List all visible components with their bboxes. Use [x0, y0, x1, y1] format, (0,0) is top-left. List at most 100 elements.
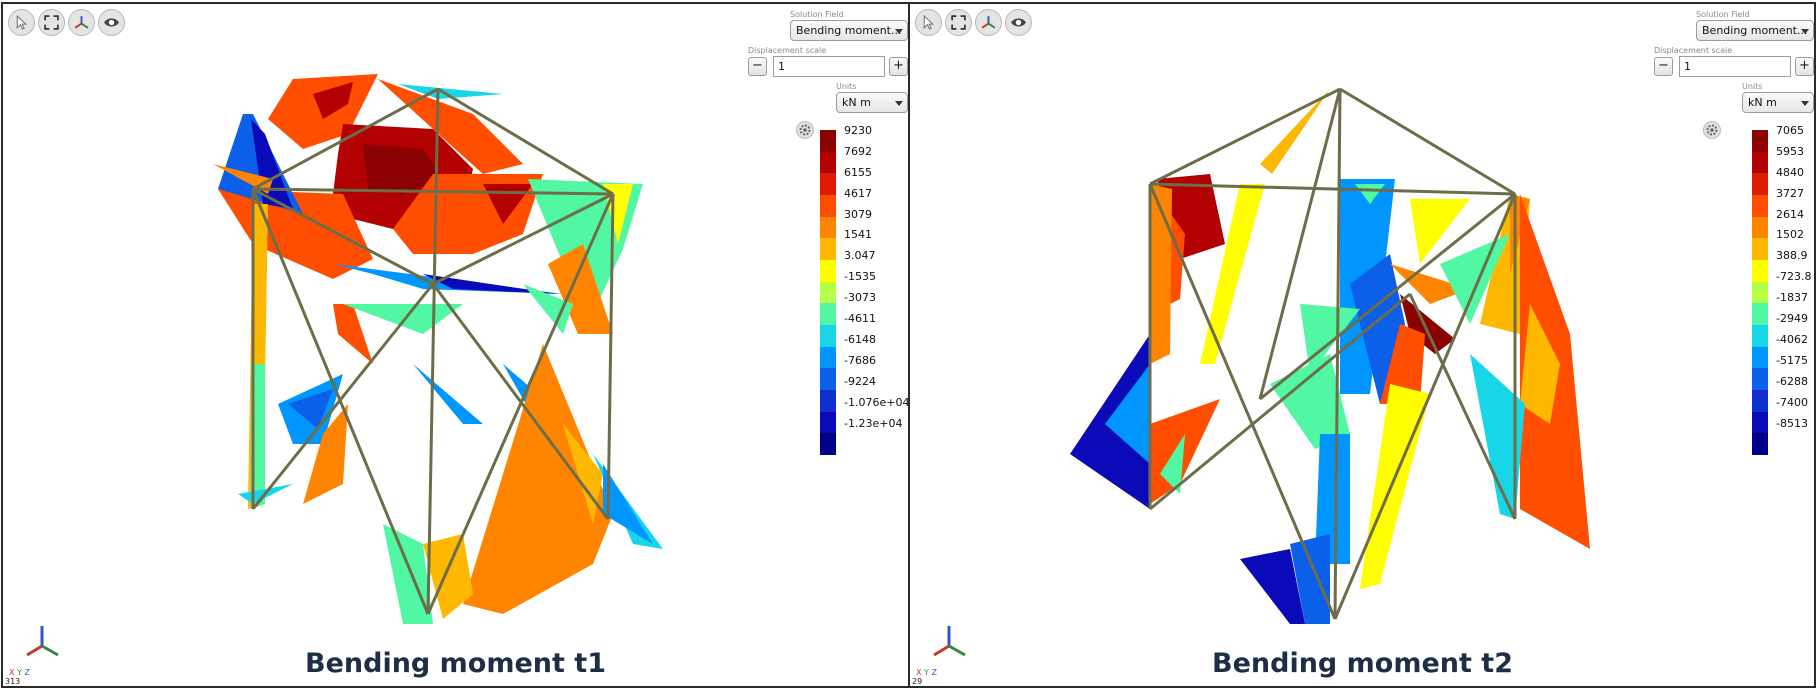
viewport-pane-t2[interactable]: Solution Field Bending moment... Displac…: [908, 2, 1816, 688]
moment-band: [1260, 89, 1330, 174]
chevron-down-icon: [895, 101, 903, 106]
legend-value: 4617: [844, 187, 872, 200]
legend-color-band: [820, 411, 836, 434]
legend-color-band: [820, 346, 836, 369]
legend-value: -5175: [1776, 354, 1808, 367]
legend-color-band: [1752, 238, 1768, 261]
color-legend-bar: [1752, 130, 1768, 456]
model-viewport[interactable]: [910, 4, 1815, 686]
displacement-scale-input[interactable]: 1: [773, 56, 885, 77]
legend-value: -4062: [1776, 333, 1808, 346]
legend-value: 7692: [844, 145, 872, 158]
moment-band: [1470, 354, 1525, 519]
legend-value: 3.047: [844, 249, 876, 262]
legend-value: -8513: [1776, 417, 1808, 430]
moment-band: [1390, 264, 1470, 304]
legend-color-band: [1752, 368, 1768, 391]
legend-color-band: [820, 368, 836, 391]
frame-members: [1148, 87, 1517, 620]
visibility-eye-icon[interactable]: [98, 9, 125, 36]
legend-value: -9224: [844, 375, 876, 388]
moment-band: [333, 304, 373, 364]
legend-value: 6155: [844, 166, 872, 179]
legend-value: -3073: [844, 291, 876, 304]
axis-y-label: Y: [17, 668, 22, 677]
select-cursor-icon[interactable]: [8, 9, 35, 36]
moment-band: [363, 144, 443, 194]
legend-color-band: [1752, 325, 1768, 347]
moment-band: [1160, 434, 1185, 494]
frame-counter: 313: [5, 677, 21, 686]
moment-band: [288, 389, 333, 429]
model-viewport[interactable]: [3, 4, 908, 686]
displacement-scale-label: Displacement scale: [1654, 46, 1733, 55]
legend-value: -7686: [844, 354, 876, 367]
legend-value: -6148: [844, 333, 876, 346]
axis-labels: X Y Z: [9, 668, 30, 677]
solution-field-select[interactable]: Bending moment...: [790, 20, 908, 41]
moment-band: [1270, 354, 1350, 449]
units-value: kN m: [1748, 96, 1777, 109]
legend-color-band: [820, 130, 836, 152]
moment-band: [1105, 364, 1150, 464]
legend-value: 3727: [1776, 187, 1804, 200]
legend-color-band: [820, 238, 836, 261]
legend-color-band: [820, 216, 836, 239]
displacement-decrease-button[interactable]: −: [1654, 57, 1673, 76]
viewport-pane-t1[interactable]: Solution Field Bending moment... Displac…: [1, 2, 910, 688]
moment-band: [603, 464, 653, 544]
displacement-decrease-button[interactable]: −: [748, 57, 767, 76]
legend-value: 388.9: [1776, 249, 1808, 262]
moment-band: [1290, 534, 1330, 624]
legend-value: 1541: [844, 228, 872, 241]
select-cursor-icon[interactable]: [915, 9, 942, 36]
units-select[interactable]: kN m: [1742, 92, 1814, 113]
fit-view-icon[interactable]: [945, 9, 972, 36]
legend-value: 4840: [1776, 166, 1804, 179]
legend-value: 2614: [1776, 208, 1804, 221]
solution-field-select[interactable]: Bending moment...: [1696, 20, 1814, 41]
color-legend-bar: [820, 130, 836, 456]
moment-band: [413, 364, 483, 424]
moment-band: [1150, 184, 1172, 364]
moment-band: [463, 344, 613, 614]
legend-settings-icon[interactable]: [1703, 121, 1721, 139]
solution-field-label: Solution Field: [1696, 10, 1750, 19]
moment-band: [1315, 434, 1350, 564]
axis-labels: X Y Z: [916, 668, 937, 677]
legend-color-band: [1752, 130, 1768, 152]
view-toolbar: [8, 9, 125, 36]
solution-field-value: Bending moment...: [1702, 24, 1808, 37]
legend-settings-icon[interactable]: [796, 121, 814, 139]
axis-z-label: Z: [24, 668, 30, 677]
moment-band: [423, 274, 558, 294]
units-label: Units: [836, 82, 857, 91]
legend-value: -2949: [1776, 312, 1808, 325]
view-toolbar: [915, 9, 1032, 36]
legend-value: -7400: [1776, 396, 1808, 409]
axes-triad-icon[interactable]: [975, 9, 1002, 36]
frame-counter: 29: [912, 677, 923, 686]
caption-title: Bending moment t2: [1212, 648, 1513, 679]
moment-band: [1380, 324, 1425, 404]
visibility-eye-icon[interactable]: [1005, 9, 1032, 36]
legend-value: 3079: [844, 208, 872, 221]
legend-color-band: [820, 260, 836, 282]
displacement-increase-button[interactable]: +: [889, 57, 908, 76]
moment-band: [1440, 234, 1510, 324]
fit-view-icon[interactable]: [38, 9, 65, 36]
units-select[interactable]: kN m: [836, 92, 908, 113]
legend-value: -1.076e+04: [844, 396, 910, 409]
displacement-increase-button[interactable]: +: [1795, 57, 1814, 76]
legend-color-band: [820, 173, 836, 196]
legend-color-band: [1752, 303, 1768, 326]
axes-triad-icon[interactable]: [68, 9, 95, 36]
moment-band: [1360, 384, 1430, 589]
displacement-scale-input[interactable]: 1: [1679, 56, 1791, 77]
displacement-scale-label: Displacement scale: [748, 46, 827, 55]
legend-color-band: [1752, 151, 1768, 174]
chevron-down-icon: [1801, 101, 1809, 106]
legend-value: -1535: [844, 270, 876, 283]
axes-orientation-icon: [933, 626, 966, 657]
legend-value: -723.8: [1776, 270, 1812, 283]
